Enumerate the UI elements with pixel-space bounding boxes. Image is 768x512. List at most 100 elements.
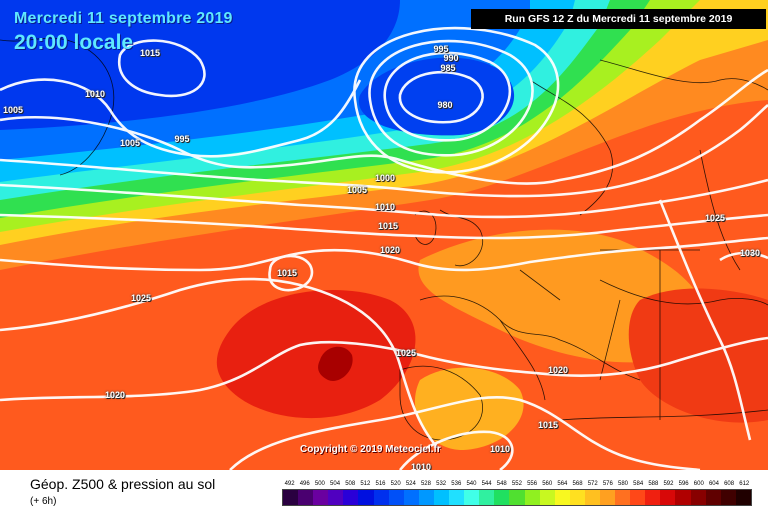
scale-value: 556 <box>527 481 538 487</box>
field-iberia-yellow <box>414 367 524 450</box>
scale-value: 528 <box>420 481 431 487</box>
field-low-core <box>358 57 515 136</box>
scale-swatch <box>509 490 525 505</box>
scale-value: 592 <box>663 481 674 487</box>
copyright-notice: Copyright © 2019 Meteociel.fr <box>300 444 441 455</box>
isobar-label: 990 <box>443 53 459 63</box>
scale-value: 492 <box>284 481 295 487</box>
isobar-label: 1005 <box>2 105 24 115</box>
scale-swatch <box>584 490 600 505</box>
geopotential-map <box>0 0 768 470</box>
isobar-label: 1000 <box>374 173 396 183</box>
model-run-banner: Run GFS 12 Z du Mercredi 11 septembre 20… <box>471 9 766 29</box>
scale-value: 504 <box>330 481 341 487</box>
isobar-label: 1015 <box>276 268 298 278</box>
legend-title: Géop. Z500 & pression au sol <box>30 476 216 492</box>
isobar-label: 1025 <box>704 213 726 223</box>
isobar-label: 1015 <box>377 221 399 231</box>
map-area: 1015 1010 1005 1005 995 995 990 985 980 1000 1005 1… <box>0 0 768 470</box>
isobar-label: 1010 <box>489 444 511 454</box>
scale-swatch <box>599 490 616 505</box>
scale-swatch <box>388 490 404 505</box>
scale-swatch <box>313 490 329 505</box>
scale-value: 544 <box>481 481 492 487</box>
scale-swatch <box>524 490 540 505</box>
scale-swatch <box>343 490 359 505</box>
scale-swatch <box>494 490 510 505</box>
isobar-label: 1025 <box>395 348 417 358</box>
color-scale-labels: 492 496 500 504 508 512 516 520 524 528 532 536 540 5… <box>282 479 752 489</box>
scale-swatch <box>645 490 661 505</box>
scale-value: 568 <box>572 481 583 487</box>
scale-value: 576 <box>602 481 613 487</box>
scale-value: 532 <box>436 481 447 487</box>
scale-value: 552 <box>511 481 522 487</box>
isobar-label: 1010 <box>410 462 432 470</box>
scale-value: 536 <box>451 481 462 487</box>
scale-value: 612 <box>739 481 750 487</box>
isobar-label: 1030 <box>739 248 761 258</box>
scale-swatch <box>449 490 465 505</box>
scale-swatch <box>373 490 389 505</box>
isobar-label: 1020 <box>379 245 401 255</box>
scale-swatch <box>539 490 555 505</box>
isobar-label: 995 <box>433 44 449 54</box>
forecast-date: Mercredi 11 septembre 2019 <box>14 10 233 27</box>
field-atlantic-high <box>216 290 416 419</box>
scale-swatch <box>660 490 676 505</box>
scale-value: 520 <box>390 481 401 487</box>
scale-value: 548 <box>496 481 507 487</box>
scale-value: 496 <box>299 481 310 487</box>
scale-swatch <box>630 490 646 505</box>
scale-swatch <box>298 490 314 505</box>
isobar-label: 1025 <box>130 293 152 303</box>
scale-value: 500 <box>314 481 325 487</box>
scale-value: 588 <box>648 481 659 487</box>
isobar-label: 995 <box>174 134 190 144</box>
scale-value: 540 <box>466 481 477 487</box>
isobar-label: 985 <box>440 63 456 73</box>
scale-value: 584 <box>633 481 644 487</box>
isobar-lines <box>0 26 768 470</box>
isobar-label: 1020 <box>104 390 126 400</box>
scale-value: 572 <box>587 481 598 487</box>
scale-value: 600 <box>693 481 704 487</box>
scale-swatch <box>464 490 480 505</box>
isobar-label: 1010 <box>84 89 106 99</box>
scale-value: 512 <box>360 481 371 487</box>
scale-swatch <box>720 490 736 505</box>
isobar-label: 1005 <box>346 185 368 195</box>
scale-swatch <box>569 490 585 505</box>
scale-swatch <box>403 490 419 505</box>
isobar-label: 980 <box>437 100 453 110</box>
color-scale-swatches <box>282 489 752 506</box>
scale-swatch <box>283 490 299 505</box>
isobar-label: 1020 <box>547 365 569 375</box>
scale-swatch <box>735 490 751 505</box>
scale-value: 564 <box>557 481 568 487</box>
isobar-label: 1010 <box>374 202 396 212</box>
legend-bar: Géop. Z500 & pression au sol (+ 6h) 492 4… <box>0 470 768 512</box>
scale-swatch <box>358 490 374 505</box>
scale-swatch <box>479 490 495 505</box>
scale-swatch <box>418 490 434 505</box>
scale-value: 580 <box>618 481 629 487</box>
scale-value: 608 <box>724 481 735 487</box>
isobar-label: 1005 <box>119 138 141 148</box>
scale-swatch <box>675 490 691 505</box>
scale-value: 524 <box>405 481 416 487</box>
scale-value: 596 <box>678 481 689 487</box>
isobar-label: 1015 <box>139 48 161 58</box>
coastlines <box>0 37 768 441</box>
scale-swatch <box>328 490 344 505</box>
legend-subtitle: (+ 6h) <box>30 496 57 507</box>
scale-swatch <box>690 490 706 505</box>
scale-swatch <box>433 490 450 505</box>
scale-value: 508 <box>345 481 356 487</box>
scale-swatch <box>554 490 570 505</box>
isobar-label: 1015 <box>537 420 559 430</box>
field-atlantic-high-core <box>318 346 353 381</box>
scale-swatch <box>615 490 631 505</box>
scale-value: 560 <box>542 481 553 487</box>
